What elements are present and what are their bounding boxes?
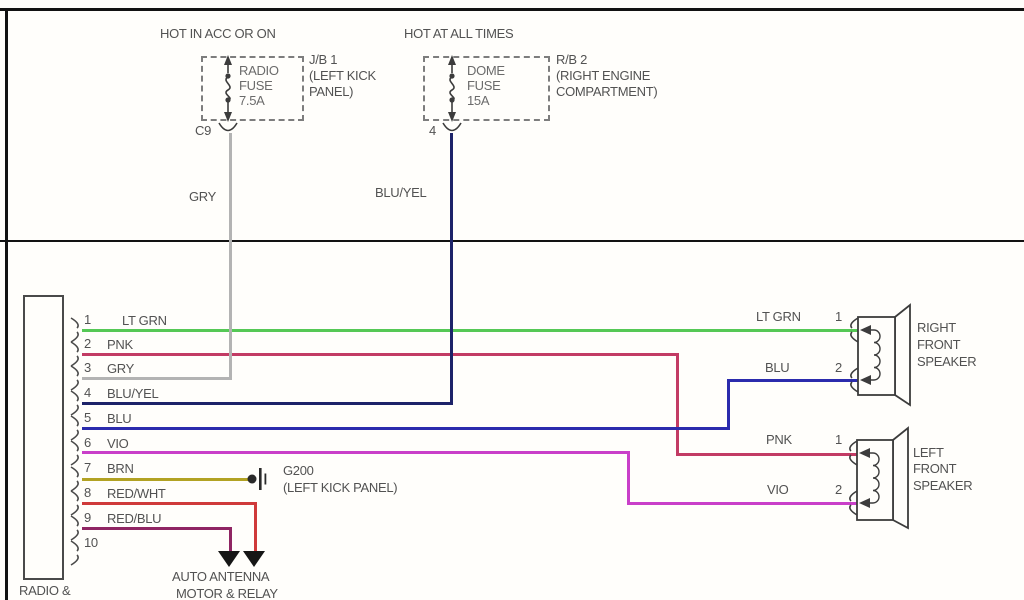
rf-speaker-pin1-number: 1 — [835, 309, 842, 324]
radio-connector-box — [23, 295, 64, 580]
power-header-batt: HOT AT ALL TIMES — [404, 26, 514, 41]
lf-speaker-pin2-wire: VIO — [767, 482, 789, 497]
wire-blu-h1 — [82, 427, 730, 430]
connector-cup-4-icon — [442, 122, 462, 132]
pin-number: 7 — [84, 460, 91, 475]
wire-label: RED/WHT — [107, 486, 166, 501]
wire-label: BLU/YEL — [107, 386, 159, 401]
ground-id: G200 — [283, 463, 314, 478]
fuse-dome-rating: 15A — [467, 93, 490, 108]
rb2-location-2: COMPARTMENT) — [556, 84, 658, 99]
pin-number: 5 — [84, 410, 91, 425]
lf-speaker-name-1: LEFT — [913, 445, 944, 460]
pin-number: 1 — [84, 312, 91, 327]
pin-number: 3 — [84, 360, 91, 375]
lf-speaker-pin1-number: 1 — [835, 432, 842, 447]
connector-id-c9: C9 — [195, 123, 212, 138]
wire-lt-grn — [82, 329, 858, 332]
wire-label-bluyel-feed: BLU/YEL — [375, 185, 427, 200]
fuse-radio-name: RADIO — [239, 63, 279, 78]
left-border-line — [5, 8, 8, 600]
pin-number: 9 — [84, 510, 91, 525]
wire-redwht-v — [254, 502, 257, 553]
rf-speaker-pin2-number: 2 — [835, 360, 842, 375]
rf-speaker-name-2: FRONT — [917, 337, 961, 352]
wire-label-gry-feed: GRY — [189, 189, 217, 204]
wire-label: PNK — [107, 337, 133, 352]
top-border-line — [0, 8, 1024, 11]
antenna-label-2: MOTOR & RELAY — [176, 586, 278, 600]
wire-label: BRN — [107, 461, 134, 476]
fuse-box-radio — [201, 56, 304, 121]
wire-vio-h1 — [82, 451, 630, 454]
radio-connector-label: RADIO & — [19, 583, 71, 598]
jb1-location-2: PANEL) — [309, 84, 354, 99]
wire-redwht-h — [82, 502, 257, 505]
pin-number: 2 — [84, 336, 91, 351]
ground-symbol-icon — [247, 468, 267, 490]
left-front-speaker-symbol — [849, 426, 909, 530]
wire-pnk-h1 — [82, 353, 679, 356]
jb1-location-1: (LEFT KICK — [309, 68, 376, 83]
rf-speaker-pin1-wire: LT GRN — [756, 309, 801, 324]
fuse-dome-name: DOME — [467, 63, 505, 78]
fuse-radio-rating: 7.5A — [239, 93, 265, 108]
rf-speaker-pin2-wire: BLU — [765, 360, 790, 375]
wire-gry-v — [229, 133, 232, 380]
radio-pin-brackets — [70, 317, 79, 566]
right-front-speaker-symbol — [850, 303, 911, 407]
fuse-box-dome — [423, 56, 550, 121]
wire-pnk-v — [676, 353, 679, 456]
wire-gry-h — [82, 377, 232, 380]
fuse-dome-word: FUSE — [467, 78, 501, 93]
rb2-location-1: (RIGHT ENGINE — [556, 68, 651, 83]
wire-label: LT GRN — [122, 313, 167, 328]
pin-number: 6 — [84, 435, 91, 450]
pin-number: 10 — [84, 535, 98, 550]
lf-speaker-pin1-wire: PNK — [766, 432, 792, 447]
wire-bluyel-v — [450, 133, 453, 405]
wire-vio-v — [627, 451, 630, 505]
rf-speaker-name-1: RIGHT — [917, 320, 956, 335]
jb1-label: J/B 1 — [309, 52, 338, 67]
section-divider-line — [0, 240, 1024, 242]
lf-speaker-name-2: FRONT — [913, 461, 957, 476]
connector-id-4: 4 — [429, 123, 436, 138]
pin-number: 4 — [84, 385, 91, 400]
ground-location: (LEFT KICK PANEL) — [283, 480, 398, 495]
connector-cup-c9-icon — [218, 122, 238, 132]
lf-speaker-name-3: SPEAKER — [913, 478, 973, 493]
antenna-arrow-right-icon — [243, 551, 265, 567]
fuse-radio-word: FUSE — [239, 78, 273, 93]
power-header-acc: HOT IN ACC OR ON — [160, 26, 276, 41]
wire-label: VIO — [107, 436, 129, 451]
rf-speaker-name-3: SPEAKER — [917, 354, 977, 369]
wire-blu-h2 — [727, 379, 858, 382]
wire-redblu-h — [82, 527, 232, 530]
wire-label: GRY — [107, 361, 135, 376]
wire-blu-v — [727, 379, 730, 430]
wire-redblu-v — [229, 527, 232, 553]
wire-vio-h2 — [627, 502, 858, 505]
antenna-label-1: AUTO ANTENNA — [172, 569, 270, 584]
antenna-arrow-left-icon — [218, 551, 240, 567]
wire-label: RED/BLU — [107, 511, 162, 526]
wire-label: BLU — [107, 411, 132, 426]
wire-bluyel-h — [82, 402, 453, 405]
wire-brn — [82, 478, 249, 481]
pin-number: 8 — [84, 485, 91, 500]
wire-pnk-h2 — [676, 453, 858, 456]
rb2-label: R/B 2 — [556, 52, 588, 67]
lf-speaker-pin2-number: 2 — [835, 482, 842, 497]
